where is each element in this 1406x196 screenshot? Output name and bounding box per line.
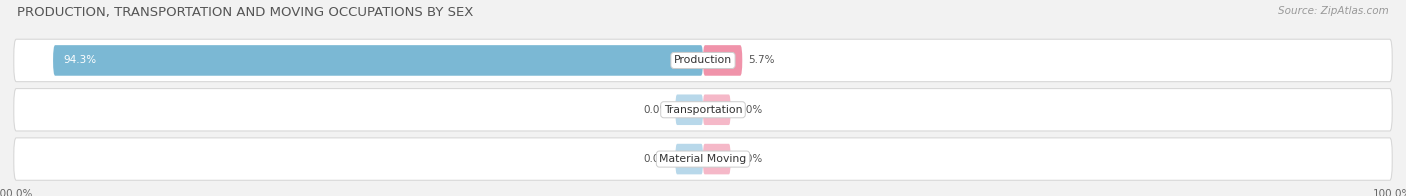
FancyBboxPatch shape	[14, 89, 1392, 131]
FancyBboxPatch shape	[14, 39, 1392, 82]
Text: 5.7%: 5.7%	[748, 55, 775, 65]
FancyBboxPatch shape	[675, 94, 703, 125]
Text: 0.0%: 0.0%	[737, 154, 762, 164]
Text: Material Moving: Material Moving	[659, 154, 747, 164]
Text: 0.0%: 0.0%	[644, 154, 669, 164]
FancyBboxPatch shape	[703, 94, 731, 125]
Text: 0.0%: 0.0%	[737, 105, 762, 115]
Text: 0.0%: 0.0%	[644, 105, 669, 115]
FancyBboxPatch shape	[675, 144, 703, 174]
FancyBboxPatch shape	[703, 144, 731, 174]
FancyBboxPatch shape	[703, 45, 742, 76]
Text: Production: Production	[673, 55, 733, 65]
Text: Transportation: Transportation	[664, 105, 742, 115]
FancyBboxPatch shape	[53, 45, 703, 76]
Text: PRODUCTION, TRANSPORTATION AND MOVING OCCUPATIONS BY SEX: PRODUCTION, TRANSPORTATION AND MOVING OC…	[17, 6, 474, 19]
Text: Source: ZipAtlas.com: Source: ZipAtlas.com	[1278, 6, 1389, 16]
FancyBboxPatch shape	[14, 138, 1392, 180]
Text: 94.3%: 94.3%	[63, 55, 97, 65]
